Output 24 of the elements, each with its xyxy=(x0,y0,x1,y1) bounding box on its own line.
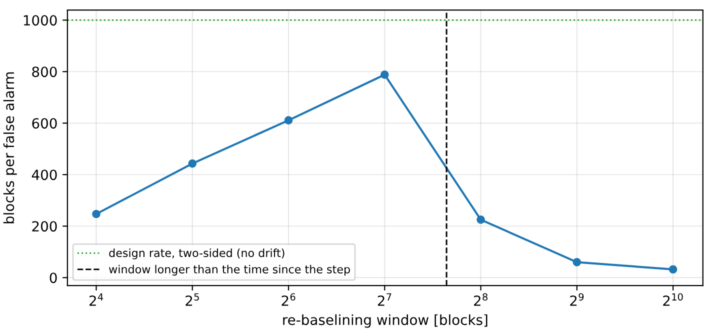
y-tick-label: 400 xyxy=(32,170,57,180)
y-tick-label: 800 xyxy=(32,66,57,78)
x-tick-label: 2$^{4}$ xyxy=(89,293,104,306)
x-tick-label: 2$^{5}$ xyxy=(186,293,199,306)
y-tick-label: 600 xyxy=(32,118,57,129)
y-axis-title: blocks per false alarm xyxy=(3,72,17,224)
point xyxy=(188,159,197,168)
y-tick-label: 200 xyxy=(32,221,57,232)
x-tick-label: 2$^{6}$ xyxy=(282,293,296,306)
point xyxy=(92,210,100,218)
legend-label: design rate, two-sided (no drift) xyxy=(109,248,284,260)
y-tick-label: 0 xyxy=(50,272,57,284)
point xyxy=(668,265,678,274)
x-tick-label: 2$^{9}$ xyxy=(570,293,584,306)
point xyxy=(284,116,293,124)
point xyxy=(572,258,582,266)
x-tick-label: 2$^{7}$ xyxy=(378,293,392,306)
x-tick-label: 2$^{8}$ xyxy=(474,293,488,306)
x-tick-label: 2$^{10}$ xyxy=(663,293,683,306)
point xyxy=(380,70,389,79)
y-tick-label: 1000 xyxy=(24,15,57,26)
x-axis-title: re-baselining window [blocks] xyxy=(283,314,488,328)
point xyxy=(476,216,485,224)
ref-line-label: window longer than the time since the step xyxy=(109,264,350,276)
